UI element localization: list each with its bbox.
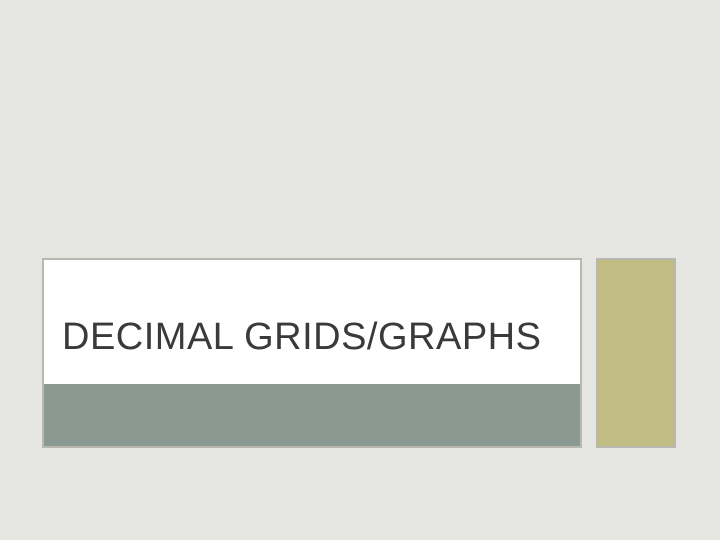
slide: DECIMAL GRIDS/GRAPHS — [0, 0, 720, 540]
accent-band-gray — [44, 384, 580, 446]
slide-title: DECIMAL GRIDS/GRAPHS — [62, 316, 541, 359]
accent-panel-olive — [596, 258, 676, 448]
